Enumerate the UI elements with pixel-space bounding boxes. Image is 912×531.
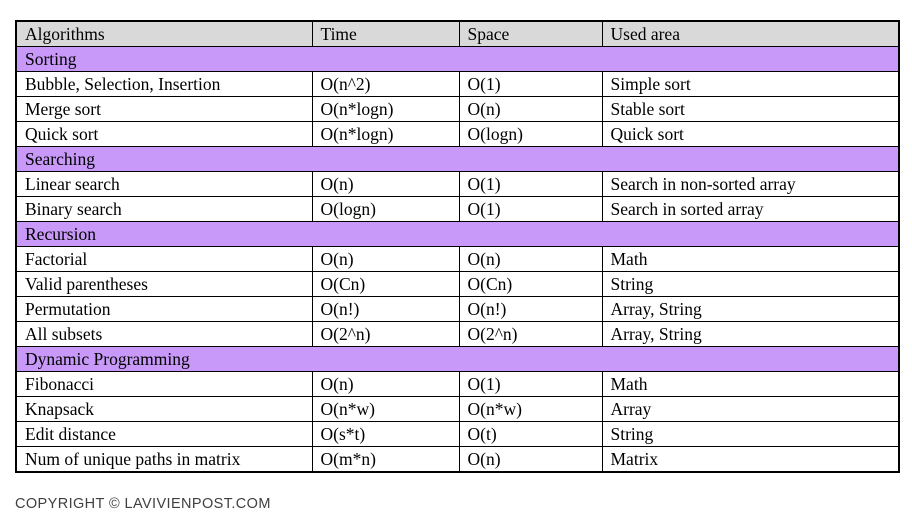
- copyright-text: COPYRIGHT © LAVIVIENPOST.COM: [15, 496, 271, 512]
- table-cell: O(2^n): [458, 321, 603, 347]
- table-cell: Array, String: [601, 296, 900, 322]
- table-cell: O(logn): [458, 121, 603, 147]
- table-cell: Stable sort: [601, 96, 900, 122]
- table-row: Bubble, Selection, Insertion O(n^2) O(1) Si…: [15, 71, 900, 97]
- table-cell: Valid parentheses: [15, 271, 313, 297]
- table-cell: Math: [601, 246, 900, 272]
- table-cell: O(n*logn): [311, 121, 460, 147]
- table-cell: O(n): [458, 446, 603, 473]
- section-title: Recursion: [15, 221, 900, 247]
- table-cell: Knapsack: [15, 396, 313, 422]
- table-cell: O(s*t): [311, 421, 460, 447]
- table-cell: O(Cn): [311, 271, 460, 297]
- table-cell: String: [601, 421, 900, 447]
- table-cell: O(1): [458, 371, 603, 397]
- column-header: Used area: [601, 20, 900, 47]
- table-row: Num of unique paths in matrix O(m*n) O(n) M…: [15, 446, 900, 473]
- table-cell: O(m*n): [311, 446, 460, 473]
- table-cell: O(n*w): [311, 396, 460, 422]
- table-cell: O(2^n): [311, 321, 460, 347]
- table-row: Merge sort O(n*logn) O(n) Stable sort: [15, 96, 900, 122]
- algorithm-complexity-table: Algorithms Time Space Used area Sorting Bubb…: [15, 20, 900, 473]
- column-header: Space: [458, 20, 603, 47]
- table-cell: O(t): [458, 421, 603, 447]
- column-header: Algorithms: [15, 20, 313, 47]
- table-cell: All subsets: [15, 321, 313, 347]
- table-cell: Binary search: [15, 196, 313, 222]
- table-cell: Search in non-sorted array: [601, 171, 900, 197]
- table-cell: O(logn): [311, 196, 460, 222]
- table-cell: O(n): [311, 246, 460, 272]
- table-cell: Merge sort: [15, 96, 313, 122]
- table-row: Edit distance O(s*t) O(t) String: [15, 421, 900, 447]
- table-cell: O(n!): [311, 296, 460, 322]
- table-cell: O(n*logn): [311, 96, 460, 122]
- section-row: Searching: [15, 146, 900, 172]
- table-cell: String: [601, 271, 900, 297]
- header-row: Algorithms Time Space Used area: [15, 20, 900, 47]
- table-cell: Search in sorted array: [601, 196, 900, 222]
- table-cell: Simple sort: [601, 71, 900, 97]
- table-cell: O(1): [458, 171, 603, 197]
- section-row: Recursion: [15, 221, 900, 247]
- table-cell: Factorial: [15, 246, 313, 272]
- table-cell: O(n): [311, 171, 460, 197]
- table-cell: Linear search: [15, 171, 313, 197]
- table-cell: Math: [601, 371, 900, 397]
- table-cell: Fibonacci: [15, 371, 313, 397]
- section-row: Sorting: [15, 46, 900, 72]
- table-row: All subsets O(2^n) O(2^n) Array, String: [15, 321, 900, 347]
- table-row: Linear search O(n) O(1) Search in non-sorte…: [15, 171, 900, 197]
- table-cell: Num of unique paths in matrix: [15, 446, 313, 473]
- table-cell: Matrix: [601, 446, 900, 473]
- table-cell: Array: [601, 396, 900, 422]
- table-cell: O(n): [458, 246, 603, 272]
- table-row: Permutation O(n!) O(n!) Array, String: [15, 296, 900, 322]
- table-row: Valid parentheses O(Cn) O(Cn) String: [15, 271, 900, 297]
- table-cell: O(Cn): [458, 271, 603, 297]
- table-row: Factorial O(n) O(n) Math: [15, 246, 900, 272]
- table-cell: O(n): [458, 96, 603, 122]
- table-cell: O(1): [458, 71, 603, 97]
- section-title: Sorting: [15, 46, 900, 72]
- table-cell: O(1): [458, 196, 603, 222]
- table-cell: Bubble, Selection, Insertion: [15, 71, 313, 97]
- table-cell: O(n): [311, 371, 460, 397]
- section-row: Dynamic Programming: [15, 346, 900, 372]
- table-cell: Array, String: [601, 321, 900, 347]
- table-cell: Permutation: [15, 296, 313, 322]
- table-row: Knapsack O(n*w) O(n*w) Array: [15, 396, 900, 422]
- section-title: Dynamic Programming: [15, 346, 900, 372]
- table-row: Fibonacci O(n) O(1) Math: [15, 371, 900, 397]
- column-header: Time: [311, 20, 460, 47]
- section-title: Searching: [15, 146, 900, 172]
- table-cell: O(n!): [458, 296, 603, 322]
- table-cell: O(n^2): [311, 71, 460, 97]
- table-cell: Quick sort: [601, 121, 900, 147]
- table-cell: Quick sort: [15, 121, 313, 147]
- table-cell: O(n*w): [458, 396, 603, 422]
- table-row: Binary search O(logn) O(1) Search in sorted…: [15, 196, 900, 222]
- table-row: Quick sort O(n*logn) O(logn) Quick sort: [15, 121, 900, 147]
- table-cell: Edit distance: [15, 421, 313, 447]
